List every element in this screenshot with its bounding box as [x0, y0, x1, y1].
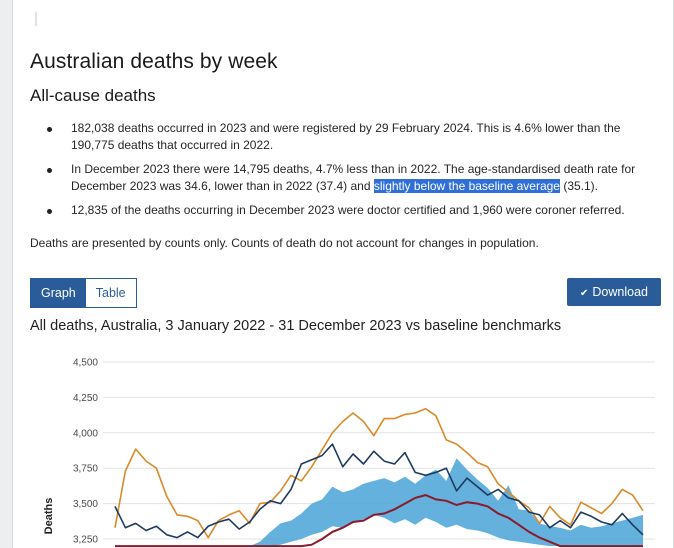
bullet-item: In December 2023 there were 14,795 death… [30, 161, 660, 195]
chevron-down-icon: ✔ [580, 288, 589, 299]
chart-grid: 4,500 4,250 4,000 3,750 3,500 3,250 [73, 358, 655, 546]
bullet-item: 182,038 deaths occurred in 2023 and were… [30, 120, 660, 154]
y-tick-label: 3,250 [73, 535, 98, 546]
chart-title: All deaths, Australia, 3 January 2022 - … [30, 318, 562, 334]
y-tick-label: 3,500 [73, 499, 98, 510]
baseline-range-band [115, 458, 643, 547]
y-tick-label: 4,500 [73, 358, 98, 369]
download-label: Download [592, 285, 648, 299]
y-axis-label: Deaths [43, 498, 55, 535]
download-button[interactable]: ✔ Download [567, 278, 661, 306]
bullet-text-post: (35.1). [559, 179, 598, 193]
cursor-mark [35, 12, 37, 26]
page-title: Australian deaths by week [30, 50, 278, 73]
summary-bullets: 182,038 deaths occurred in 2023 and were… [30, 120, 660, 226]
tab-table[interactable]: Table [85, 279, 136, 307]
y-tick-label: 3,750 [73, 464, 98, 475]
population-note: Deaths are presented by counts only. Cou… [30, 236, 539, 250]
bullet-text: 12,835 of the deaths occurring in Decemb… [71, 203, 625, 217]
bullet-item: 12,835 of the deaths occurring in Decemb… [30, 202, 660, 219]
series-line [114, 443, 644, 539]
content-card: Australian deaths by week All-cause deat… [12, 0, 674, 548]
highlighted-selection[interactable]: slightly below the baseline average [373, 179, 560, 193]
view-toggle: Graph Table [30, 278, 137, 308]
bullet-text: 182,038 deaths occurred in 2023 and were… [71, 121, 621, 152]
section-subtitle: All-cause deaths [30, 86, 156, 105]
series-line [114, 407, 644, 539]
tab-graph[interactable]: Graph [31, 279, 86, 307]
deaths-chart: 4,500 4,250 4,000 3,750 3,500 3,250 Deaths [43, 358, 655, 548]
baseline-average-line [115, 494, 643, 548]
y-tick-label: 4,250 [73, 393, 98, 404]
y-tick-label: 4,000 [73, 428, 98, 439]
series-layer [114, 407, 644, 539]
bullet-text-pre: In December 2023 there were 14,795 death… [71, 162, 636, 193]
baseline-band-layer [115, 458, 643, 548]
